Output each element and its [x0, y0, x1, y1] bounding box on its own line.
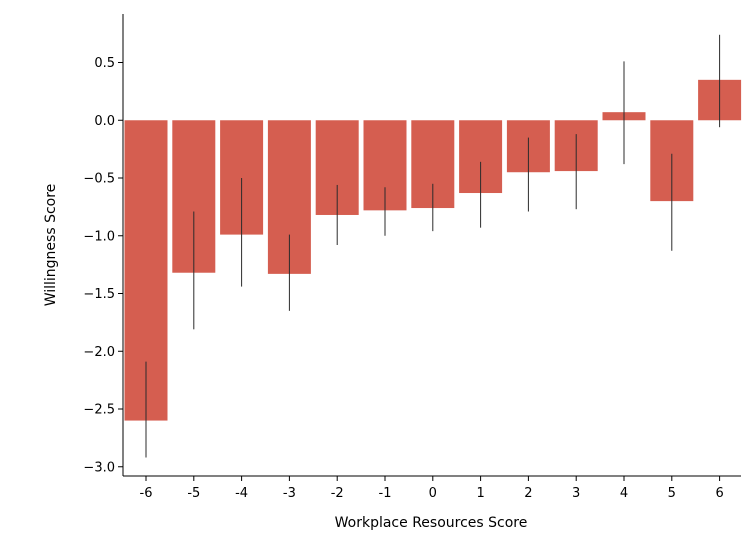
x-tick-label: -6	[140, 486, 153, 501]
bars-group	[124, 79, 742, 421]
x-tick-label: -2	[331, 486, 344, 501]
x-tick-label: -5	[187, 486, 200, 501]
y-tick-label: 0.5	[94, 56, 115, 71]
x-tick-label: 5	[668, 486, 676, 501]
x-tick-label: -4	[235, 486, 248, 501]
x-tick-label: 3	[572, 486, 580, 501]
error-bars-group	[145, 34, 721, 458]
y-ticks-group: 0.5 0.0 −0.5 −1.0 −1.5 −2.0 −2.5 −3.0	[83, 56, 123, 475]
y-tick-label: 0.0	[94, 114, 115, 129]
y-tick-label: −3.0	[83, 460, 115, 475]
y-tick-label: −0.5	[83, 172, 115, 187]
x-tick-label: 4	[620, 486, 628, 501]
x-tick-label: 6	[715, 486, 723, 501]
x-tick-label: 2	[524, 486, 532, 501]
y-axis-label: Willingness Score	[43, 184, 59, 307]
x-tick-label: 1	[476, 486, 484, 501]
y-tick-label: −2.5	[83, 403, 115, 418]
y-tick-label: −2.0	[83, 345, 115, 360]
x-axis-label: Workplace Resources Score	[335, 515, 528, 531]
x-ticks-group: -6 -5 -4 -3 -2 -1 0 1 2 3 4 5 6	[140, 476, 724, 501]
y-tick-label: −1.5	[83, 287, 115, 302]
x-tick-label: -3	[283, 486, 296, 501]
y-tick-label: −1.0	[83, 229, 115, 244]
x-tick-label: -1	[379, 486, 392, 501]
x-tick-label: 0	[429, 486, 437, 501]
